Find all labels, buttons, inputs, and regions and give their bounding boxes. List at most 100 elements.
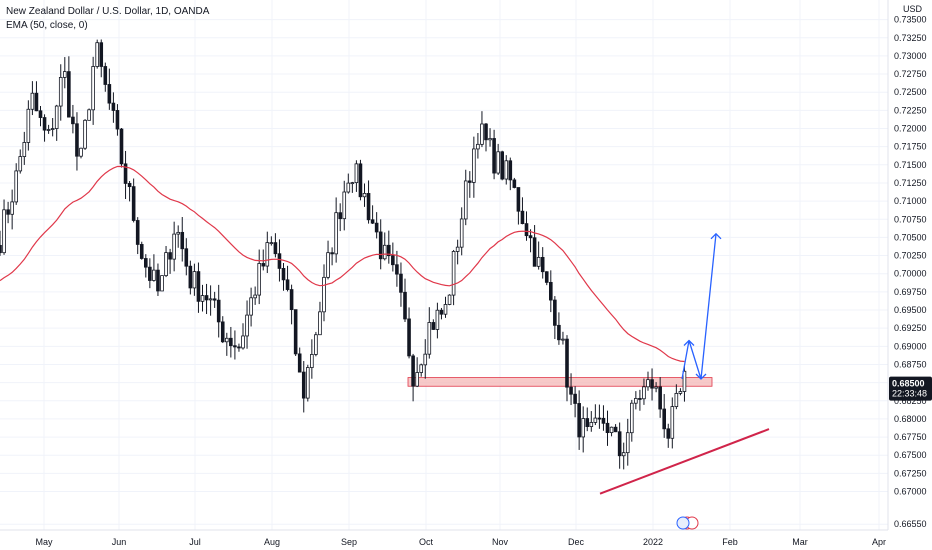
candle-body — [585, 418, 590, 427]
candle-body — [476, 143, 480, 150]
candle-body — [265, 242, 270, 267]
candle-body — [220, 321, 225, 343]
candle-body — [415, 372, 419, 387]
candle-body — [196, 271, 201, 302]
candle-body — [407, 318, 411, 357]
candle-body — [593, 417, 598, 423]
price-tick-label: 0.67250 — [894, 468, 927, 478]
candle-body — [516, 187, 521, 212]
candle-body — [455, 246, 460, 252]
candle-body — [172, 233, 176, 260]
candle-body — [14, 170, 19, 203]
candle-body — [646, 379, 650, 388]
candle-body — [581, 418, 585, 438]
currency-label: USD — [903, 4, 923, 14]
price-tick-label: 0.71000 — [894, 196, 927, 206]
candle-body — [374, 222, 379, 233]
candle-body — [463, 180, 468, 220]
candle-body — [682, 370, 687, 392]
candle-body — [524, 223, 529, 237]
price-tick-label: 0.73250 — [894, 33, 927, 43]
projection-path — [681, 233, 717, 380]
candle-body — [326, 252, 330, 278]
time-tick-label: Apr — [872, 537, 886, 547]
candle-body — [634, 398, 638, 404]
price-axis[interactable]: USD 0.66550 0.67000 0.67250 0.67500 0.67750 0.… — [887, 0, 927, 530]
price-tick-label: 0.71750 — [894, 142, 927, 152]
time-tick-label: Jul — [189, 537, 201, 547]
candle-body — [91, 66, 95, 111]
candle-body — [297, 353, 302, 373]
candle-body — [520, 210, 525, 225]
candle-body — [366, 193, 371, 221]
current-price-value: 0.68500 — [892, 379, 925, 389]
price-tick-label: 0.70750 — [894, 214, 927, 224]
candle-body — [139, 244, 144, 259]
ema-50-line — [0, 165, 685, 363]
candle-body — [395, 264, 399, 275]
grid — [0, 0, 888, 530]
time-tick-label: Aug — [264, 537, 280, 547]
candle-body — [451, 251, 456, 296]
candle-body — [447, 294, 452, 305]
resistance-zone[interactable] — [407, 377, 713, 387]
candle-body — [350, 182, 355, 185]
candle-body — [208, 298, 213, 301]
candle-body — [103, 66, 108, 85]
candle-body — [330, 252, 334, 255]
candle-body — [496, 151, 500, 174]
candle-body — [10, 201, 14, 215]
candle-body — [540, 256, 545, 273]
time-axis[interactable]: May Jun Jul Aug Sep Oct Nov Dec 2022 Feb Mar Apr — [0, 516, 888, 547]
candle-body — [135, 220, 140, 245]
candle-body — [391, 255, 395, 266]
time-tick-label: Feb — [722, 537, 738, 547]
candle-body — [293, 309, 298, 355]
candle-body — [423, 353, 428, 366]
price-tick-label: 0.68750 — [894, 359, 927, 369]
price-tick-label: 0.66550 — [894, 519, 927, 529]
candle-body — [164, 252, 168, 277]
candle-body — [18, 156, 23, 172]
price-tick-label: 0.72750 — [894, 69, 927, 79]
candle-body — [605, 422, 610, 434]
candle-body — [46, 129, 51, 131]
candle-body — [565, 338, 569, 388]
candle-body — [127, 183, 132, 188]
candle-body — [38, 110, 43, 118]
candle-body — [528, 235, 533, 239]
candle-body — [386, 244, 391, 257]
candle-body — [544, 271, 549, 283]
candle-body — [34, 92, 39, 112]
candle-body — [613, 426, 618, 433]
price-tick-label: 0.68000 — [894, 414, 927, 424]
candle-body — [338, 212, 342, 220]
candle-body — [224, 337, 229, 343]
price-tick-label: 0.72000 — [894, 124, 927, 134]
candle-body — [362, 193, 367, 198]
candle-body — [188, 265, 193, 289]
candle-body — [492, 138, 496, 174]
candle-body — [536, 256, 541, 267]
symbol-title[interactable]: New Zealand Dollar / U.S. Dollar, 1D, OA… — [6, 6, 210, 17]
candle-body — [216, 299, 221, 323]
candle-body — [257, 263, 261, 296]
chart-legend: New Zealand Dollar / U.S. Dollar, 1D, OA… — [6, 5, 209, 33]
candle-body — [63, 71, 67, 78]
price-tick-label: 0.71250 — [894, 178, 927, 188]
candle-body — [269, 242, 274, 245]
candle-body — [512, 179, 517, 188]
price-tick-label: 0.67750 — [894, 432, 927, 442]
candle-body — [241, 335, 245, 349]
resistance-zone-rect — [407, 377, 713, 387]
time-tick-label: Nov — [492, 537, 509, 547]
candle-body — [621, 452, 626, 457]
candle-body — [58, 77, 63, 107]
candle-body — [435, 309, 440, 330]
candle-body — [597, 417, 602, 420]
indicator-label[interactable]: EMA (50, close, 0) — [6, 20, 88, 31]
drawings[interactable] — [599, 232, 770, 495]
candle-body — [553, 299, 557, 326]
candle-body — [6, 209, 10, 215]
